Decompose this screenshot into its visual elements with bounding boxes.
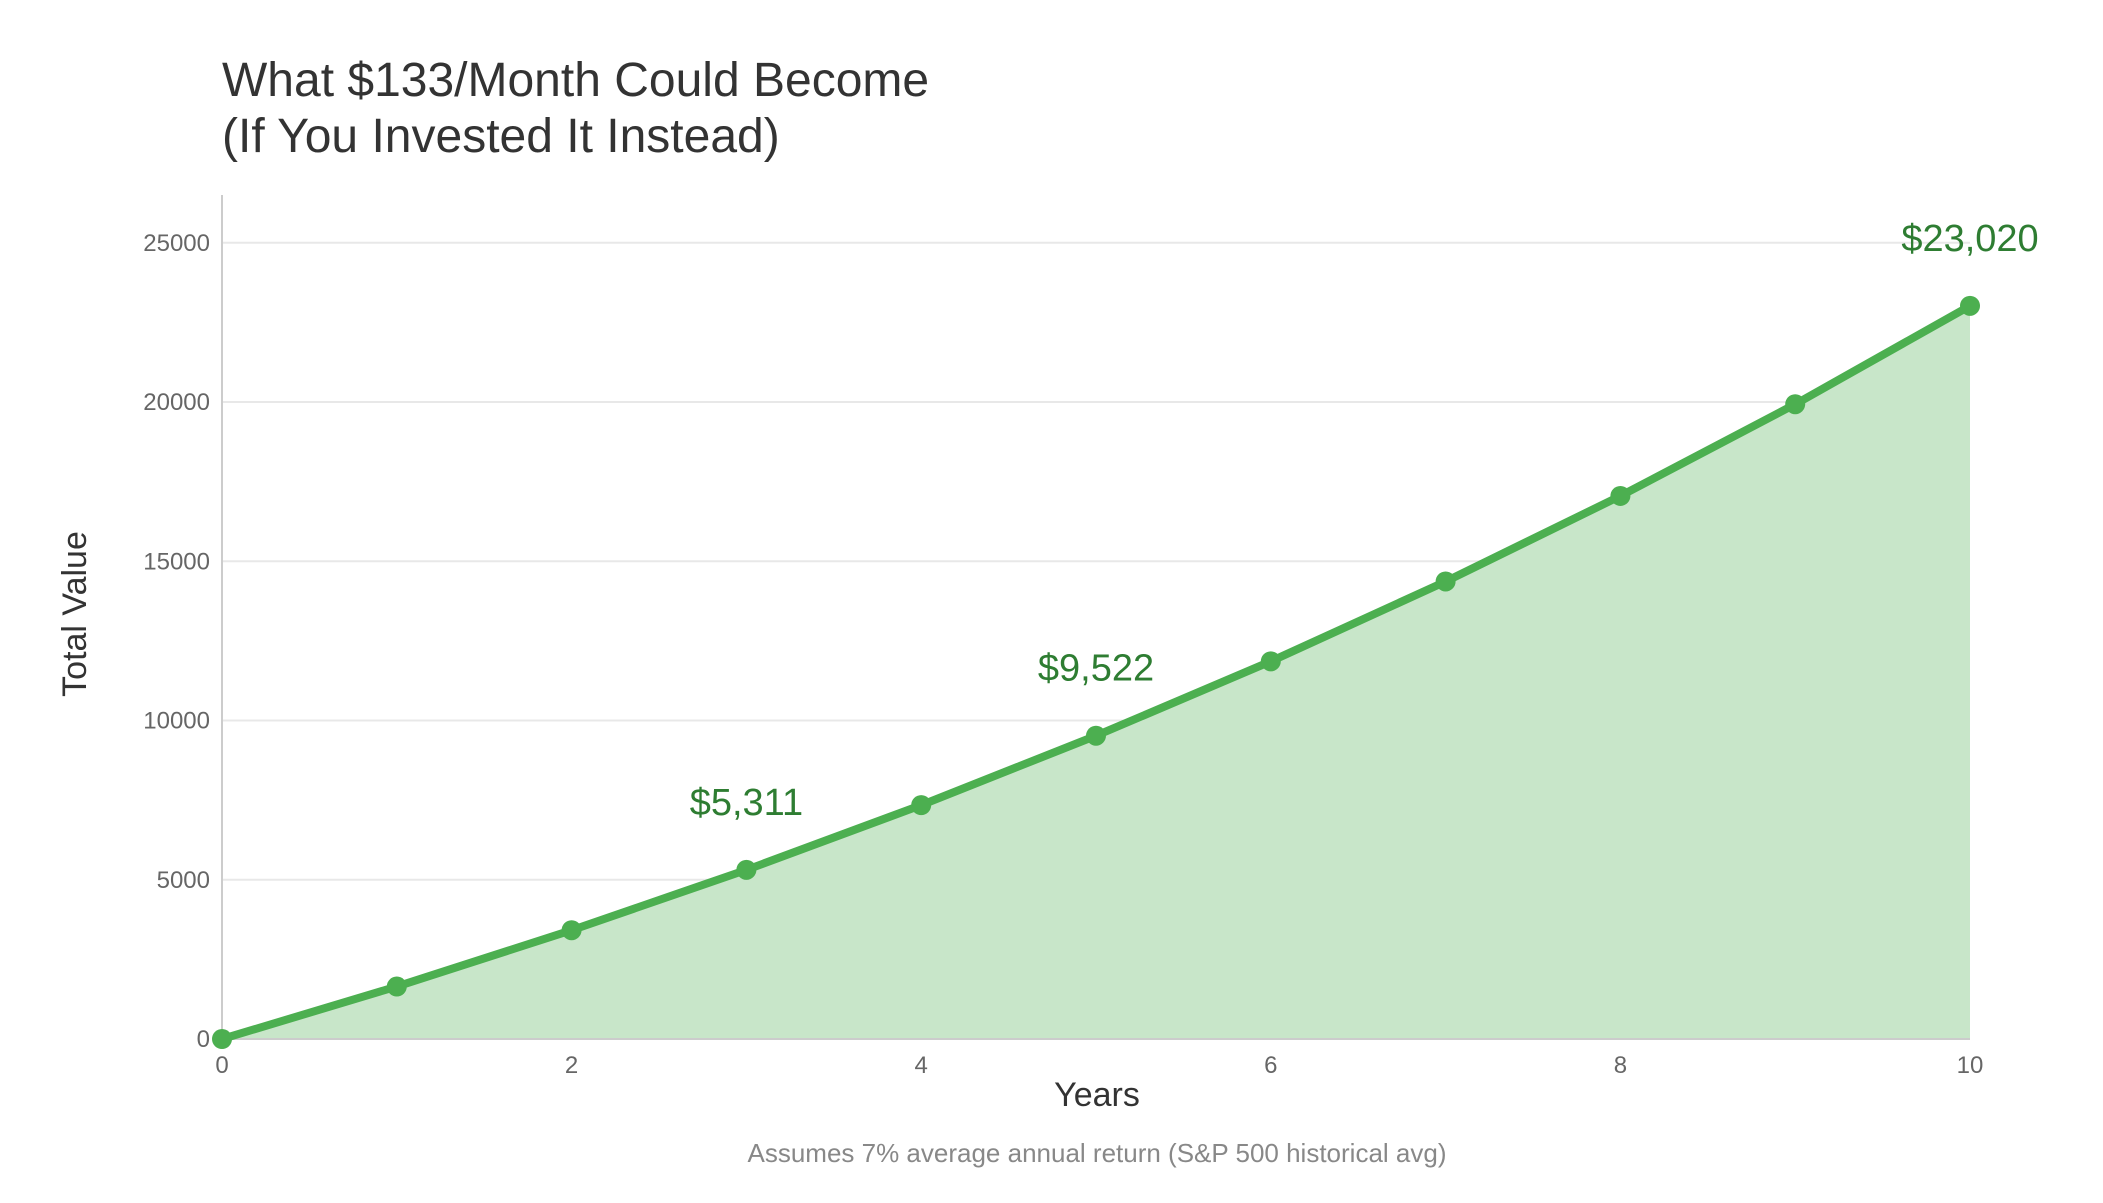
y-axis-ticks: 0 5000 10000 15000 20000 25000: [143, 230, 210, 1053]
data-label: $5,311: [690, 782, 803, 824]
x-tick-label: 6: [1264, 1052, 1277, 1079]
data-label: $23,020: [1901, 218, 2038, 260]
y-tick-label: 5000: [157, 867, 210, 894]
annotations: $5,311 $9,522 $23,020: [690, 218, 2039, 824]
y-tick-label: 0: [197, 1026, 210, 1053]
data-point: [212, 1029, 232, 1049]
y-tick-label: 10000: [143, 708, 210, 735]
x-tick-label: 10: [1957, 1052, 1984, 1079]
data-point: [1785, 394, 1806, 415]
data-point: [561, 920, 582, 941]
y-tick-label: 15000: [143, 548, 210, 575]
x-axis-label: Years: [1054, 1076, 1140, 1114]
data-point: [1435, 571, 1456, 592]
x-axis-ticks: 0 2 4 6 8 10: [215, 1052, 1983, 1079]
chart-title-line-1: What $133/Month Could Become: [222, 54, 929, 107]
y-tick-label: 25000: [143, 230, 210, 257]
y-axis-label: Total Value: [56, 531, 94, 697]
x-tick-label: 0: [215, 1052, 228, 1079]
area-fill: [222, 305, 1970, 1039]
data-points: [212, 295, 1980, 1049]
data-point: [1610, 485, 1631, 506]
data-point: [386, 976, 407, 997]
y-tick-label: 20000: [143, 389, 210, 416]
data-point: [1260, 651, 1281, 672]
data-point: [1086, 725, 1106, 746]
footnote: Assumes 7% average annual return (S&P 50…: [747, 1138, 1446, 1168]
chart-title-line-2: (If You Invested It Instead): [222, 110, 780, 163]
x-tick-label: 2: [565, 1052, 578, 1079]
data-point: [736, 859, 757, 880]
data-point: [911, 795, 932, 816]
x-tick-label: 8: [1614, 1052, 1627, 1079]
data-point: [1960, 295, 1980, 316]
data-label: $9,522: [1038, 648, 1154, 690]
x-tick-label: 4: [915, 1052, 928, 1079]
